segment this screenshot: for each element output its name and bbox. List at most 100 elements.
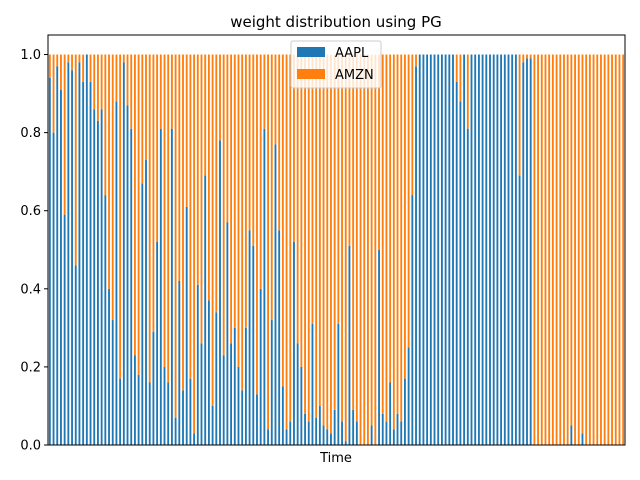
bar-amzn bbox=[145, 54, 147, 160]
bar-aapl bbox=[56, 66, 59, 446]
bar-amzn bbox=[596, 54, 599, 446]
chart-title: weight distribution using PG bbox=[230, 13, 442, 31]
bar-amzn bbox=[607, 54, 610, 446]
bar-aapl bbox=[411, 195, 414, 445]
bar-amzn bbox=[174, 54, 177, 418]
bar-aapl bbox=[422, 54, 425, 446]
bar-aapl bbox=[163, 366, 166, 445]
bar-amzn bbox=[263, 54, 266, 129]
bar-aapl bbox=[444, 54, 447, 446]
bar-aapl bbox=[134, 355, 136, 445]
bar-amzn bbox=[585, 54, 588, 446]
bar-aapl bbox=[381, 413, 384, 445]
bar-aapl bbox=[296, 343, 299, 445]
bar-aapl bbox=[304, 413, 306, 445]
bar-amzn bbox=[97, 54, 99, 121]
bar-aapl bbox=[207, 300, 210, 445]
bar-aapl bbox=[407, 347, 410, 445]
bar-amzn bbox=[241, 54, 244, 391]
bar-aapl bbox=[415, 66, 417, 446]
bar-aapl bbox=[389, 382, 392, 445]
bar-aapl bbox=[241, 390, 244, 445]
bar-aapl bbox=[63, 214, 66, 445]
bar-aapl bbox=[581, 433, 584, 445]
bar-aapl bbox=[496, 54, 499, 446]
bar-aapl bbox=[178, 281, 181, 445]
bar-aapl bbox=[378, 249, 380, 445]
bar-amzn bbox=[611, 54, 613, 446]
bar-amzn bbox=[270, 54, 273, 321]
bar-aapl bbox=[115, 101, 118, 445]
bar-aapl bbox=[481, 54, 484, 446]
bar-amzn bbox=[71, 54, 73, 71]
bar-amzn bbox=[352, 54, 355, 410]
bar-aapl bbox=[82, 81, 85, 446]
bar-amzn bbox=[200, 54, 203, 344]
bar-amzn bbox=[141, 54, 144, 184]
bar-amzn bbox=[333, 54, 336, 410]
bar-amzn bbox=[130, 54, 133, 129]
bar-aapl bbox=[485, 54, 488, 446]
y-axis: 0.0 0.2 0.4 0.6 0.8 1.0 bbox=[20, 48, 48, 454]
bar-amzn bbox=[518, 54, 521, 176]
bar-amzn bbox=[115, 54, 118, 102]
bar-aapl bbox=[285, 429, 288, 445]
bar-aapl bbox=[470, 54, 473, 446]
bar-amzn bbox=[293, 54, 295, 242]
bar-amzn bbox=[381, 54, 384, 414]
bar-aapl bbox=[396, 413, 399, 445]
bar-aapl bbox=[511, 54, 514, 446]
bar-amzn bbox=[204, 54, 207, 176]
bar-aapl bbox=[448, 54, 451, 446]
bar-amzn bbox=[392, 54, 395, 430]
bar-amzn bbox=[540, 54, 543, 446]
bar-aapl bbox=[185, 206, 188, 445]
bar-aapl bbox=[526, 58, 528, 446]
bar-aapl bbox=[341, 421, 343, 445]
bar-aapl bbox=[252, 245, 255, 445]
bar-aapl bbox=[463, 54, 466, 446]
bar-amzn bbox=[82, 54, 85, 82]
bar-amzn bbox=[544, 54, 547, 446]
bar-amzn bbox=[548, 54, 551, 446]
bar-aapl bbox=[274, 144, 277, 445]
bar-aapl bbox=[514, 54, 517, 446]
bar-amzn bbox=[248, 54, 251, 231]
bar-aapl bbox=[333, 409, 336, 445]
bar-aapl bbox=[78, 62, 81, 445]
bar-amzn bbox=[219, 54, 221, 141]
bar-aapl bbox=[152, 331, 155, 445]
bar-aapl bbox=[52, 132, 55, 445]
bar-aapl bbox=[348, 245, 351, 445]
bar-amzn bbox=[618, 54, 621, 446]
bar-amzn bbox=[322, 54, 325, 426]
bar-amzn bbox=[159, 54, 162, 129]
legend-swatch-aapl bbox=[297, 47, 325, 57]
bar-amzn bbox=[78, 54, 81, 63]
bar-amzn bbox=[152, 54, 155, 332]
bar-aapl bbox=[433, 54, 436, 446]
bar-amzn bbox=[600, 54, 602, 446]
bar-aapl bbox=[426, 54, 429, 446]
bar-amzn bbox=[67, 54, 70, 63]
bar-aapl bbox=[474, 54, 477, 446]
bar-amzn bbox=[588, 54, 591, 446]
bar-aapl bbox=[97, 120, 99, 446]
bar-amzn bbox=[274, 54, 277, 145]
bar-amzn bbox=[559, 54, 562, 446]
bar-aapl bbox=[518, 175, 521, 445]
bar-amzn bbox=[363, 54, 366, 446]
bar-amzn bbox=[252, 54, 255, 246]
bar-amzn bbox=[156, 54, 159, 242]
bar-amzn bbox=[259, 54, 262, 289]
bar-amzn bbox=[148, 54, 151, 383]
bar-amzn bbox=[285, 54, 288, 430]
bar-amzn bbox=[100, 54, 103, 110]
bar-aapl bbox=[326, 429, 329, 445]
bar-aapl bbox=[85, 54, 88, 446]
bar-aapl bbox=[193, 433, 196, 445]
bar-amzn bbox=[170, 54, 173, 129]
bar-amzn bbox=[93, 54, 96, 110]
bar-amzn bbox=[307, 54, 310, 422]
